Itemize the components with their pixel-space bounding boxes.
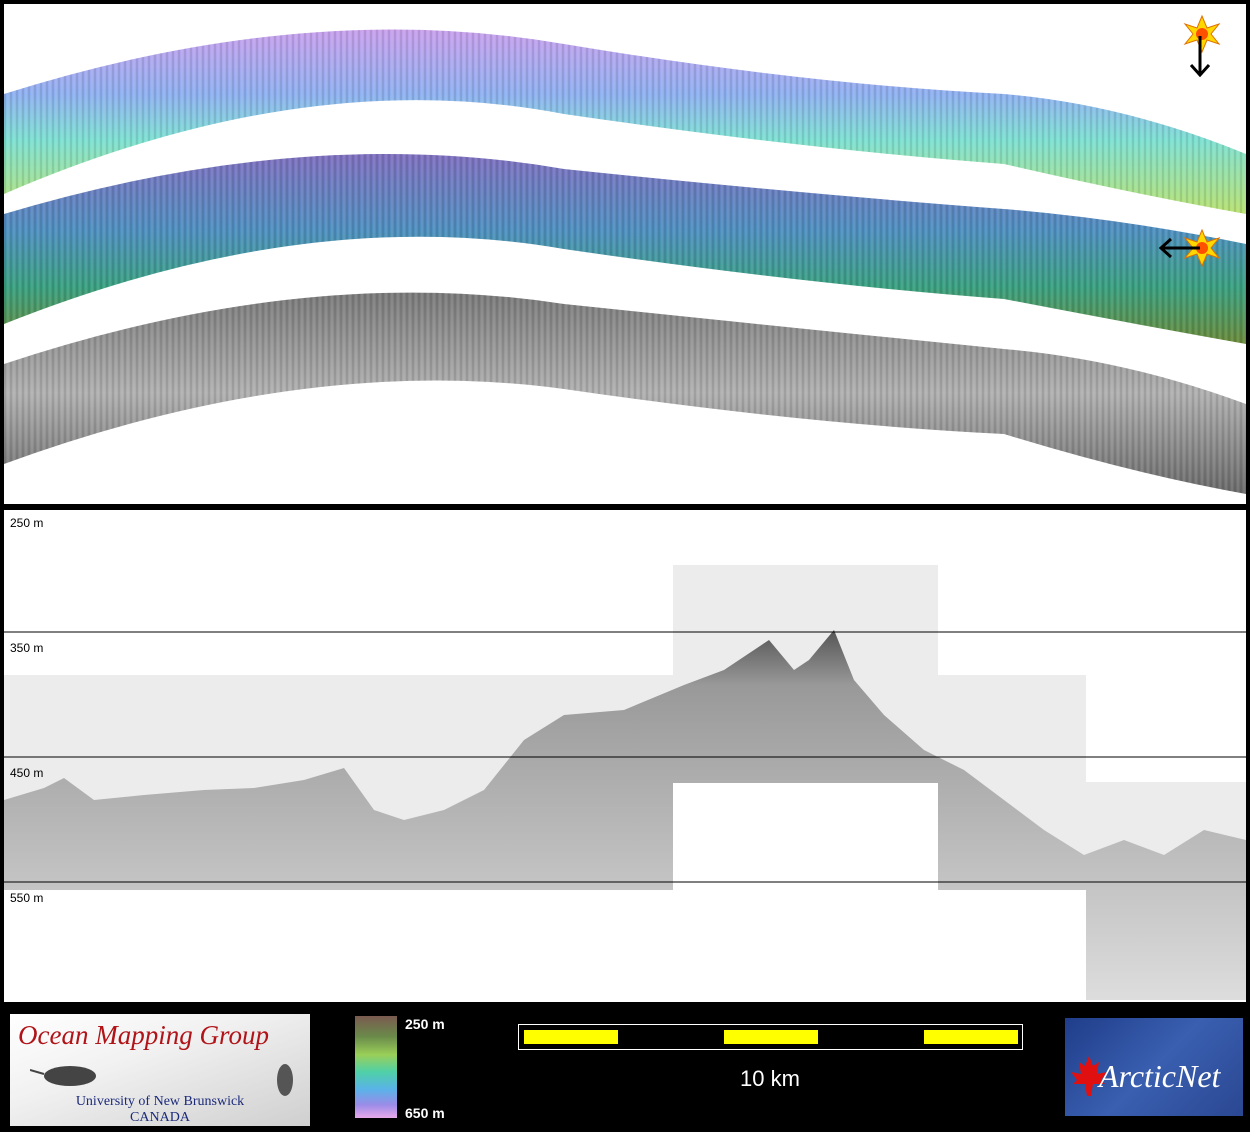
maple-leaf-icon <box>1071 1056 1107 1096</box>
depth-label-250: 250 m <box>10 516 44 530</box>
depth-colorbar <box>355 1016 397 1118</box>
arcticnet-logo: ArcticNet <box>1065 1018 1243 1116</box>
scale-label: 10 km <box>740 1066 800 1091</box>
org-university: University of New Brunswick <box>75 1094 245 1109</box>
sun-icon <box>1183 14 1221 54</box>
swath-map <box>4 14 1246 494</box>
subbottom-profile-panel: 250 m 350 m 450 m 550 m <box>4 510 1246 1002</box>
seabed-profile <box>4 630 1246 1000</box>
org-title: Ocean Mapping Group <box>18 1020 269 1050</box>
org-country: CANADA <box>130 1110 190 1125</box>
legend-panel: Ocean Mapping Group University of New Br… <box>0 1006 1250 1132</box>
colorbar-max-label: 650 m <box>405 1105 445 1121</box>
arrow-down-icon <box>1189 36 1211 78</box>
subbottom-profile <box>4 565 1246 1000</box>
swath-map-panel <box>4 4 1246 504</box>
ocean-mapping-group-logo: Ocean Mapping Group University of New Br… <box>10 1014 310 1126</box>
depth-label-450: 450 m <box>10 766 44 780</box>
depth-label-550: 550 m <box>10 891 44 905</box>
depth-label-350: 350 m <box>10 641 44 655</box>
partner-logo-text: ArcticNet <box>1099 1058 1221 1094</box>
arrow-left-icon <box>1158 237 1200 259</box>
colorbar-min-label: 250 m <box>405 1016 445 1032</box>
narwhal-icon <box>30 1064 293 1096</box>
scale-bar <box>518 1024 1023 1050</box>
sun-icon <box>1183 228 1221 268</box>
